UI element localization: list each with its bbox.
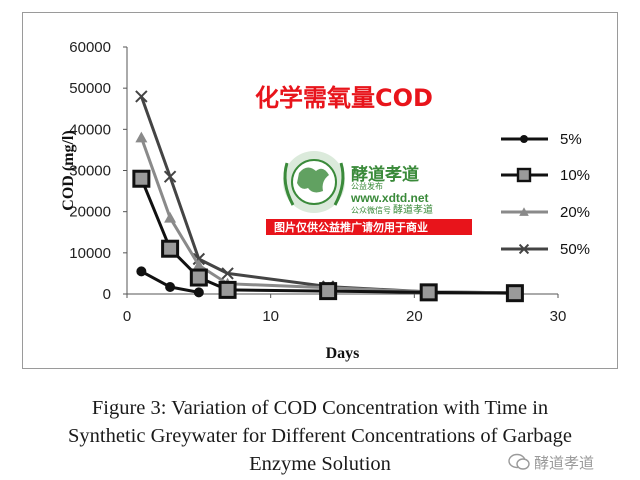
watermark-banner [266,219,472,235]
series-layer [132,90,524,303]
data-point [189,268,208,287]
chart-title: 化学需氧量COD [255,84,433,112]
legend-item-5pct: 5% [501,131,582,148]
x-tick-label: 0 [123,308,131,325]
x-tick-label: 30 [550,308,567,325]
data-point [161,239,180,258]
y-tick-label: 40000 [69,121,111,138]
y-axis-title: COD (mg/l) [60,130,77,210]
data-point [519,207,529,216]
series-5pct [136,266,204,298]
data-point [136,266,147,277]
y-tick-label: 20000 [69,204,111,221]
chat-bubble-icon [508,453,530,470]
y-tick-label: 30000 [69,163,111,180]
series-10pct [132,169,524,303]
y-tick-label: 50000 [69,80,111,97]
watermark-small-label-2: 公众微信号 [351,205,391,215]
watermark-name-small: 酵道孝道 [393,203,433,216]
y-tick-label: 10000 [69,245,111,262]
watermark-url: www.xdtd.net [350,191,429,205]
cod-line-chart: 0 10000 20000 30000 40000 50000 60000 0 10 20 30 Da… [60,39,590,362]
corner-watermark-label: 酵道孝道 [534,453,595,472]
x-axis-title: Days [326,345,360,362]
legend-label: 5% [560,131,582,148]
chart-frame: 0 10000 20000 30000 40000 50000 60000 0 10 20 30 Da… [22,12,618,369]
legend-item-50pct: 50% [501,241,590,258]
data-point [518,243,530,255]
data-point [505,284,524,303]
watermark-logo: 酵道孝道 公益发布 www.xdtd.net 公众微信号 酵道孝道 图片仅供公益… [266,151,472,235]
data-point [192,259,205,270]
data-point [419,283,438,302]
caption-line-2: Synthetic Greywater for Different Concen… [68,425,572,447]
caption-line-1: Figure 3: Variation of COD Concentration… [91,397,549,419]
data-point [319,282,338,301]
legend-label: 20% [560,204,590,221]
chart-legend: 5% 10% 20% 50% [501,131,590,258]
data-point [193,287,204,298]
data-point [163,170,177,183]
legend-label: 50% [560,241,590,258]
data-point [132,169,151,188]
legend-item-20pct: 20% [501,204,590,221]
data-point [135,131,148,143]
watermark-name: 酵道孝道 [351,164,419,185]
x-tick-label: 10 [262,308,279,325]
watermark-banner-text: 图片仅供公益推广请勿用于商业 [274,220,428,234]
data-point [135,90,148,103]
data-point [164,211,177,223]
data-point [520,135,528,143]
data-point [221,267,234,280]
corner-watermark: 酵道孝道 [508,452,595,472]
data-point [218,280,237,299]
y-tick-label: 0 [103,286,111,303]
legend-label: 10% [560,167,590,184]
legend-item-10pct: 10% [501,167,590,184]
chart-axes: 0 10000 20000 30000 40000 50000 60000 0 10 20 30 Da… [60,39,566,362]
data-point [516,167,532,183]
caption-line-3: Enzyme Solution [249,453,391,475]
laurel-globe-icon [283,151,345,213]
x-tick-label: 20 [406,308,423,325]
figure-caption: Figure 3: Variation of COD Concentration… [0,394,640,478]
data-point [192,252,206,266]
watermark-small-label: 公益发布 [351,181,383,191]
y-tick-label: 60000 [69,39,111,56]
data-point [165,282,176,293]
